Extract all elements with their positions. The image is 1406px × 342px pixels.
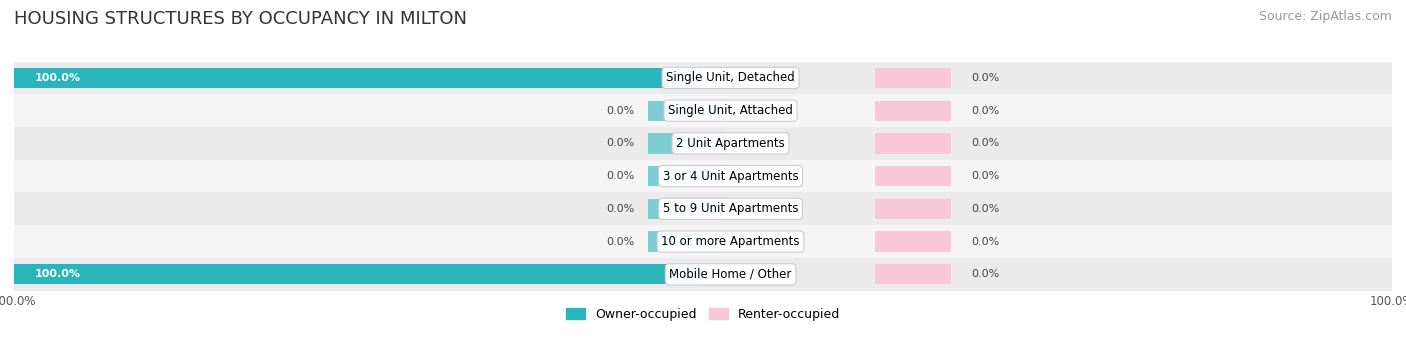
Text: 0.0%: 0.0% (972, 204, 1000, 214)
Text: 0.0%: 0.0% (606, 139, 634, 148)
Text: 5 to 9 Unit Apartments: 5 to 9 Unit Apartments (662, 202, 799, 215)
Text: Single Unit, Attached: Single Unit, Attached (668, 104, 793, 117)
Text: 0.0%: 0.0% (972, 139, 1000, 148)
Bar (14, 160, 1392, 193)
Text: 0.0%: 0.0% (606, 204, 634, 214)
Bar (14, 94, 1392, 127)
Bar (876, 101, 950, 121)
Bar (876, 166, 950, 186)
Bar (648, 133, 724, 154)
Text: 0.0%: 0.0% (606, 237, 634, 247)
Text: 0.0%: 0.0% (972, 237, 1000, 247)
Bar (648, 199, 724, 219)
Bar (14, 62, 1392, 94)
Bar (648, 232, 724, 252)
Text: 3 or 4 Unit Apartments: 3 or 4 Unit Apartments (662, 170, 799, 183)
Bar (648, 101, 724, 121)
Text: HOUSING STRUCTURES BY OCCUPANCY IN MILTON: HOUSING STRUCTURES BY OCCUPANCY IN MILTO… (14, 10, 467, 28)
Text: Single Unit, Detached: Single Unit, Detached (666, 71, 794, 84)
Text: 100.0%: 100.0% (35, 269, 80, 279)
Bar (876, 199, 950, 219)
Bar (876, 264, 950, 285)
Text: Source: ZipAtlas.com: Source: ZipAtlas.com (1258, 10, 1392, 23)
Text: 0.0%: 0.0% (972, 106, 1000, 116)
Bar (876, 133, 950, 154)
Bar (14, 258, 1392, 291)
Bar (876, 232, 950, 252)
Text: 0.0%: 0.0% (606, 171, 634, 181)
Text: 0.0%: 0.0% (606, 106, 634, 116)
Text: 10 or more Apartments: 10 or more Apartments (661, 235, 800, 248)
Text: 100.0%: 100.0% (35, 73, 80, 83)
Text: 0.0%: 0.0% (972, 269, 1000, 279)
Bar (14, 127, 1392, 160)
Bar (876, 68, 950, 88)
Text: 2 Unit Apartments: 2 Unit Apartments (676, 137, 785, 150)
Text: 0.0%: 0.0% (972, 73, 1000, 83)
Bar (14, 193, 1392, 225)
Bar (648, 166, 724, 186)
Text: 0.0%: 0.0% (972, 171, 1000, 181)
Bar (14, 68, 703, 88)
Legend: Owner-occupied, Renter-occupied: Owner-occupied, Renter-occupied (561, 303, 845, 326)
Bar (14, 264, 703, 285)
Bar (14, 225, 1392, 258)
Text: Mobile Home / Other: Mobile Home / Other (669, 268, 792, 281)
